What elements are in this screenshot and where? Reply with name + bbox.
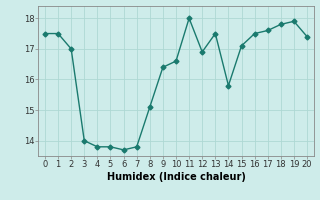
X-axis label: Humidex (Indice chaleur): Humidex (Indice chaleur) [107,172,245,182]
